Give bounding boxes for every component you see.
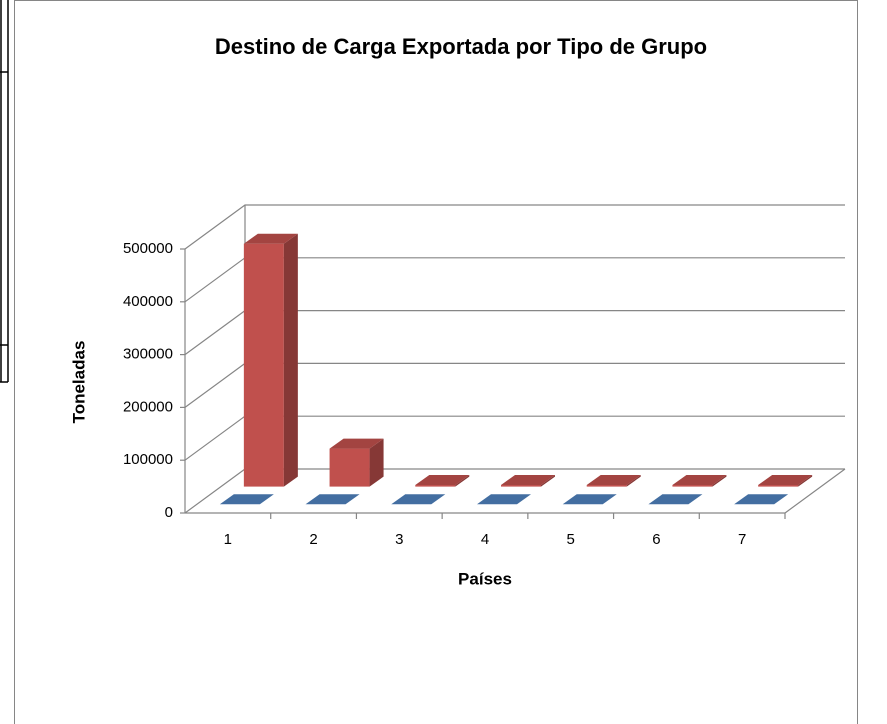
bar-front: [586, 485, 627, 487]
y-tick-label: 300000: [123, 346, 173, 363]
bar: [305, 494, 360, 505]
chart-frame: [14, 0, 858, 724]
bar: [758, 475, 813, 487]
bar: [586, 475, 641, 487]
chart-title: Destino de Carga Exportada por Tipo de G…: [215, 34, 707, 59]
bar-side: [455, 475, 470, 487]
bar: [391, 494, 446, 505]
x-tick-label: 7: [738, 531, 746, 548]
x-tick-label: 2: [309, 531, 317, 548]
bar: [243, 233, 298, 487]
bar-top: [758, 475, 813, 486]
bar-top: [219, 494, 274, 505]
bar-top: [243, 233, 298, 244]
y-tick-label: 0: [165, 504, 173, 521]
x-tick-label: 6: [652, 531, 660, 548]
y-axis-title: Toneladas: [69, 341, 88, 424]
grid-line: [184, 204, 845, 250]
bar-top: [734, 494, 789, 505]
bar-side: [626, 475, 641, 487]
y-tick-label: 100000: [123, 451, 173, 468]
bar-side: [712, 475, 727, 487]
bar: [219, 494, 274, 505]
bar-top: [501, 475, 555, 486]
bar-top: [672, 475, 727, 486]
y-tick-label: 400000: [123, 293, 173, 310]
bar-side: [283, 233, 298, 487]
bar-top: [329, 438, 384, 449]
x-axis-title: Países: [458, 569, 512, 588]
bar: [415, 475, 470, 487]
bar: [329, 438, 384, 487]
bar-front: [758, 485, 799, 487]
x-tick-label: 4: [481, 531, 489, 548]
bar-top: [477, 494, 531, 505]
bar: [734, 494, 789, 505]
bar-front: [329, 448, 370, 487]
bar-front: [672, 485, 713, 487]
bar-top: [586, 475, 641, 486]
bar: [648, 494, 703, 505]
bar-side: [798, 475, 813, 487]
x-tick-label: 1: [224, 531, 232, 548]
x-tick-label: 5: [567, 531, 575, 548]
x-tick-label: 3: [395, 531, 403, 548]
bar-front: [415, 485, 456, 487]
bar-side: [541, 475, 555, 487]
bar-top: [415, 475, 470, 486]
bar: [477, 494, 531, 505]
bar: [672, 475, 727, 487]
bar-side: [369, 438, 384, 487]
bar-front: [501, 485, 541, 487]
bar-top: [305, 494, 360, 505]
bar: [501, 475, 555, 487]
cropped-table: [0, 0, 9, 383]
bar-front: [243, 243, 284, 487]
bar-top: [562, 494, 617, 505]
bar: [562, 494, 617, 505]
bar-top: [391, 494, 446, 505]
y-tick-label: 200000: [123, 398, 173, 415]
bar-top: [648, 494, 703, 505]
y-tick-label: 500000: [123, 240, 173, 257]
